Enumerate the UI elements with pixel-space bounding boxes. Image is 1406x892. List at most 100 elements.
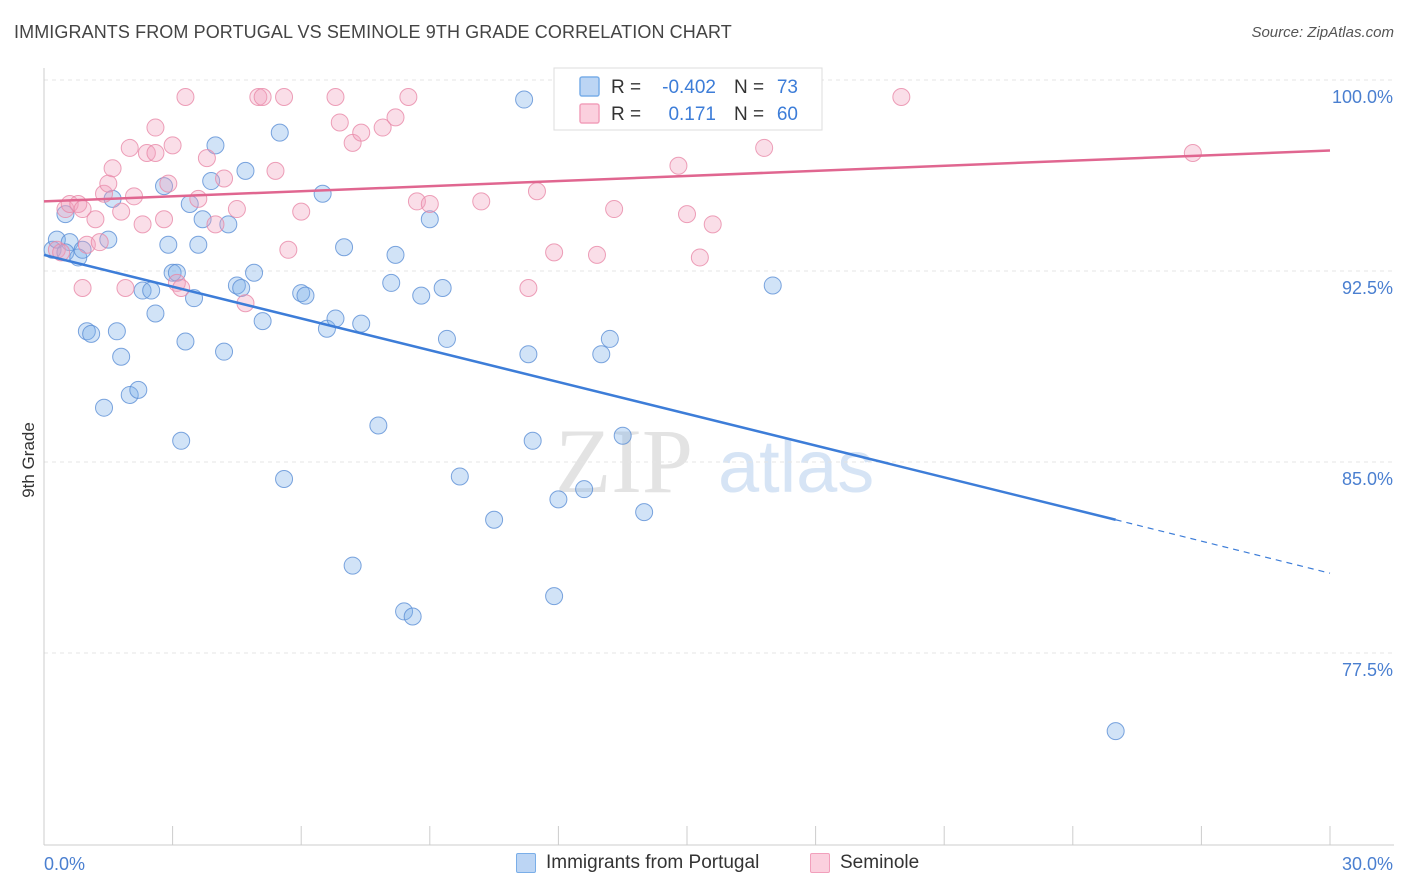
portugal-point: [112, 347, 131, 366]
watermark: ZIP atlas: [555, 410, 874, 512]
seminole-point: [330, 113, 349, 132]
portugal-point: [575, 480, 594, 499]
portugal-point: [215, 342, 234, 361]
portugal-point: [270, 123, 289, 142]
legend-n-value-1: 73: [777, 77, 798, 98]
seminole-point: [163, 136, 182, 155]
seminole-point: [279, 240, 298, 259]
seminole-point: [159, 174, 178, 193]
seminole-point: [176, 88, 195, 106]
seminole-point: [86, 210, 105, 229]
seminole-point: [103, 159, 122, 178]
portugal-point: [232, 279, 251, 297]
portugal-point: [523, 431, 542, 450]
portugal-point: [343, 556, 362, 575]
legend-r-label-1: R =: [611, 77, 641, 98]
seminole-point: [146, 144, 165, 163]
portugal-point: [382, 273, 401, 292]
seminole-point: [215, 169, 234, 188]
portugal-point: [253, 312, 272, 331]
legend-label-seminole: Seminole: [840, 852, 920, 873]
portugal-point: [107, 322, 126, 341]
portugal-point: [485, 510, 504, 529]
portugal-point: [420, 210, 439, 229]
portugal-point: [335, 238, 354, 257]
portugal-point: [206, 136, 225, 155]
portugal-point: [296, 286, 315, 305]
portugal-point: [450, 467, 469, 486]
seminole-point: [1183, 144, 1202, 163]
portugal-point: [519, 345, 538, 364]
portugal-point: [386, 245, 405, 264]
portugal-point: [763, 276, 782, 295]
portugal-point: [433, 279, 452, 297]
seminole-point: [472, 192, 491, 211]
seminole-point: [112, 202, 131, 221]
portugal-point: [549, 490, 568, 509]
portugal-point: [600, 329, 619, 348]
portugal-point: [437, 329, 456, 348]
seminole-point: [292, 202, 311, 221]
seminole-point: [519, 279, 538, 297]
seminole-point: [678, 205, 696, 224]
portugal-point: [236, 161, 255, 180]
legend-n-label-2: N =: [734, 104, 764, 125]
legend-swatch-portugal: [579, 76, 600, 97]
portugal-point: [142, 281, 161, 300]
x-tick-labels: 0.0% 30.0%: [44, 854, 1393, 874]
seminole-point: [155, 210, 174, 229]
seminole-point: [703, 215, 722, 234]
seminole-point: [420, 194, 439, 213]
legend-label-portugal: Immigrants from Portugal: [546, 852, 760, 873]
seminole-point: [125, 187, 144, 206]
portugal-point: [275, 470, 294, 488]
seminole-point: [587, 245, 606, 264]
seminole-point: [669, 156, 688, 175]
portugal-point: [129, 380, 148, 399]
portugal-point: [1106, 722, 1125, 741]
legend-swatch-seminole-bottom: [810, 853, 830, 873]
x-ticks: [43, 826, 1331, 845]
seminole-point: [373, 118, 392, 137]
portugal-point: [635, 503, 654, 522]
seminole-point: [266, 161, 285, 180]
portugal-point: [146, 304, 165, 323]
portugal-point: [412, 286, 431, 305]
portugal-point: [245, 263, 264, 282]
seminole-point: [189, 189, 208, 208]
seminole-point: [73, 279, 92, 297]
portugal-point: [515, 90, 534, 109]
y-tick-label: 77.5%: [1342, 660, 1393, 680]
seminole-trend-line: [43, 149, 1331, 203]
legend-r-value-2: 0.171: [668, 104, 716, 125]
portugal-point: [313, 184, 332, 203]
portugal-point: [545, 587, 564, 606]
portugal-trend-extension: [1115, 519, 1331, 574]
seminole-point: [545, 243, 564, 262]
portugal-point: [395, 602, 414, 621]
portugal-point: [352, 314, 371, 333]
trend-lines: [43, 149, 1331, 574]
seminole-point: [90, 233, 109, 252]
y-tick-labels: 100.0% 92.5% 85.0% 77.5%: [1332, 87, 1393, 680]
seminole-point: [690, 248, 709, 267]
portugal-point: [82, 324, 101, 343]
seminole-point: [605, 200, 624, 219]
legend-n-value-2: 60: [777, 104, 798, 125]
legend-swatch-portugal-bottom: [516, 853, 536, 873]
portugal-point: [56, 205, 75, 224]
seminole-point: [399, 88, 418, 106]
axes: [43, 68, 1394, 846]
portugal-point: [176, 332, 195, 351]
portugal-point: [159, 235, 178, 254]
portugal-point: [120, 385, 139, 404]
portugal-point: [592, 345, 611, 364]
source-label: Source: ZipAtlas.com: [1251, 24, 1394, 41]
data-points: [43, 88, 1202, 741]
portugal-point: [172, 431, 191, 450]
legend-box: R = -0.402 N = 73 R = 0.171 N = 60: [553, 67, 823, 131]
seminole-point: [249, 88, 268, 106]
portugal-point: [403, 607, 422, 626]
seminole-point: [116, 279, 135, 297]
